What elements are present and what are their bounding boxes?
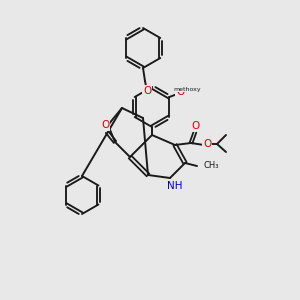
Text: O: O <box>192 121 200 131</box>
Text: O: O <box>176 87 184 97</box>
Text: O: O <box>203 139 211 149</box>
Text: NH: NH <box>167 181 183 191</box>
Text: O: O <box>101 120 109 130</box>
Text: O: O <box>143 86 151 96</box>
Text: methoxy: methoxy <box>173 86 201 92</box>
Text: CH₃: CH₃ <box>203 161 218 170</box>
